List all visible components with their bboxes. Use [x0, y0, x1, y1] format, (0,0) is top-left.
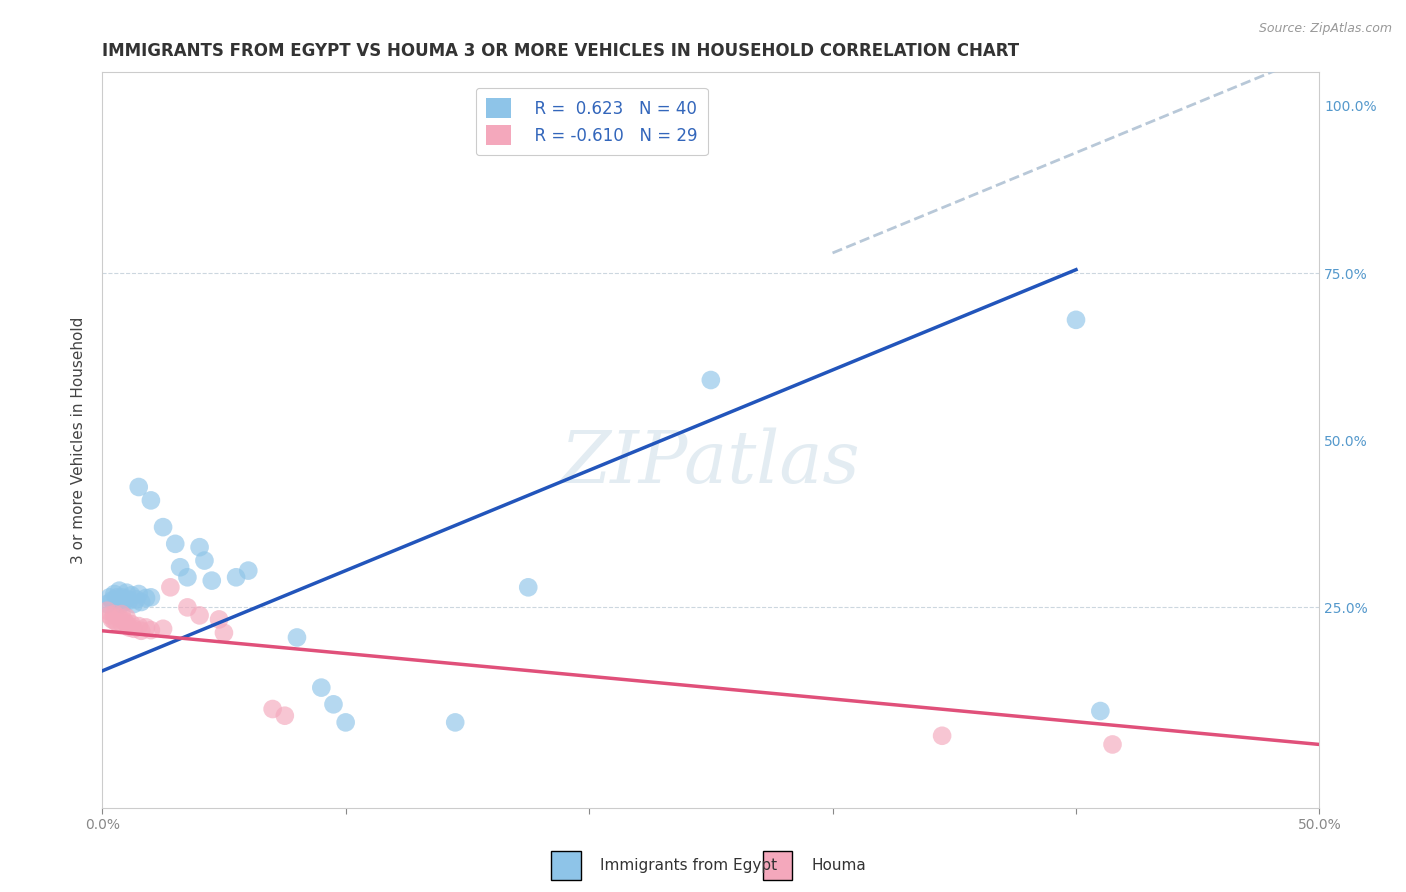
Y-axis label: 3 or more Vehicles in Household: 3 or more Vehicles in Household: [72, 317, 86, 564]
Point: [129, 624, 152, 638]
Point: [1101, 738, 1123, 752]
Point: [98, 608, 121, 623]
Point: [931, 729, 953, 743]
FancyBboxPatch shape: [762, 851, 793, 880]
Point: [262, 702, 284, 716]
Point: [225, 570, 247, 584]
Point: [159, 580, 181, 594]
Point: [165, 537, 187, 551]
Point: [103, 587, 125, 601]
Point: [122, 597, 145, 611]
Point: [311, 681, 333, 695]
Point: [128, 619, 150, 633]
Point: [1064, 313, 1087, 327]
Point: [176, 600, 198, 615]
Point: [96, 597, 118, 611]
Point: [115, 610, 138, 624]
Point: [335, 715, 357, 730]
Point: [128, 480, 150, 494]
Point: [128, 587, 150, 601]
Point: [105, 615, 128, 629]
Point: [118, 593, 141, 607]
Point: [108, 593, 131, 607]
Point: [176, 570, 198, 584]
Point: [444, 715, 467, 730]
Point: [193, 553, 215, 567]
Point: [108, 610, 131, 624]
Point: [112, 614, 135, 628]
Point: [112, 595, 135, 609]
Text: Source: ZipAtlas.com: Source: ZipAtlas.com: [1258, 22, 1392, 36]
Point: [108, 583, 131, 598]
Point: [120, 617, 142, 632]
Point: [129, 595, 152, 609]
Text: ZIPatlas: ZIPatlas: [561, 427, 860, 498]
Point: [111, 616, 134, 631]
Point: [135, 591, 157, 605]
Point: [115, 585, 138, 599]
Point: [201, 574, 224, 588]
Point: [103, 614, 125, 628]
Legend:   R =  0.623   N = 40,   R = -0.610   N = 29: R = 0.623 N = 40, R = -0.610 N = 29: [475, 88, 707, 155]
Point: [169, 560, 191, 574]
Point: [111, 597, 134, 611]
Point: [238, 564, 260, 578]
Point: [139, 493, 162, 508]
Text: IMMIGRANTS FROM EGYPT VS HOUMA 3 OR MORE VEHICLES IN HOUSEHOLD CORRELATION CHART: IMMIGRANTS FROM EGYPT VS HOUMA 3 OR MORE…: [103, 42, 1019, 60]
FancyBboxPatch shape: [551, 851, 581, 880]
Point: [111, 607, 134, 621]
Point: [208, 612, 231, 626]
Point: [122, 622, 145, 636]
Point: [322, 698, 344, 712]
Point: [139, 623, 162, 637]
Point: [135, 620, 157, 634]
Point: [700, 373, 723, 387]
Point: [139, 591, 162, 605]
Point: [115, 591, 138, 606]
Point: [188, 540, 211, 554]
Point: [101, 593, 124, 607]
Point: [188, 608, 211, 623]
Point: [111, 591, 134, 605]
Point: [212, 625, 235, 640]
Point: [103, 607, 125, 621]
Point: [96, 604, 118, 618]
Point: [98, 591, 121, 605]
Point: [152, 520, 174, 534]
Point: [274, 708, 297, 723]
Point: [115, 617, 138, 632]
Point: [152, 622, 174, 636]
Point: [105, 591, 128, 605]
Point: [285, 631, 308, 645]
Text: Houma: Houma: [813, 858, 866, 872]
Point: [118, 620, 141, 634]
Point: [120, 588, 142, 602]
Text: Immigrants from Egypt: Immigrants from Egypt: [600, 858, 778, 872]
Point: [125, 592, 148, 607]
Point: [1090, 704, 1112, 718]
Point: [101, 612, 124, 626]
Point: [517, 580, 540, 594]
